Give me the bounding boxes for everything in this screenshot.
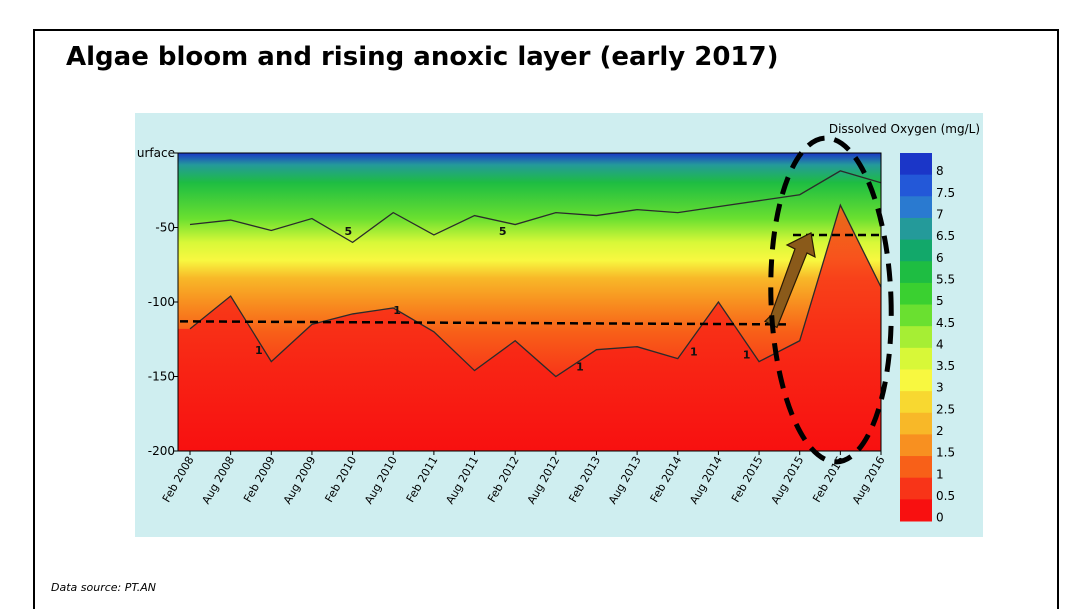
slide-title: Algae bloom and rising anoxic layer (ear… bbox=[66, 42, 779, 72]
contour-line-5 bbox=[189, 170, 881, 244]
x-tick-label: Aug 2010 bbox=[362, 454, 400, 506]
x-tick-label: Feb 2010 bbox=[322, 454, 359, 505]
x-tick-label: Feb 2008 bbox=[160, 454, 197, 505]
contour-label: 5 bbox=[344, 225, 352, 238]
colorbar-swatch bbox=[900, 196, 932, 219]
colorbar-swatch bbox=[900, 369, 932, 392]
rising-arrow bbox=[763, 232, 816, 329]
y-tick-label: -150 bbox=[148, 370, 175, 384]
colorbar-swatch bbox=[900, 412, 932, 435]
colorbar-swatch bbox=[900, 326, 932, 349]
y-tick-label: -50 bbox=[155, 221, 175, 235]
colorbar-tick-label: 0.5 bbox=[936, 489, 955, 503]
colorbar-tick-label: 4.5 bbox=[936, 316, 955, 330]
colorbar-tick-label: 6 bbox=[936, 251, 944, 265]
colorbar-tick-label: 7 bbox=[936, 208, 944, 222]
colorbar-tick-label: 6.5 bbox=[936, 229, 955, 243]
colorbar-swatch bbox=[900, 347, 932, 370]
colorbar-tick-label: 1 bbox=[936, 467, 944, 481]
annotations bbox=[179, 135, 894, 465]
colorbar-swatch bbox=[900, 391, 932, 414]
y-tick-label: urface bbox=[137, 146, 175, 160]
colorbar-tick-label: 3.5 bbox=[936, 359, 955, 373]
contour-label: 1 bbox=[255, 344, 263, 357]
anoxic-zone bbox=[178, 205, 881, 451]
colorbar-tick-label: 0 bbox=[936, 511, 944, 525]
x-tick-label: Feb 2015 bbox=[729, 454, 766, 505]
contour-line-1 bbox=[189, 203, 881, 378]
colorbar-swatch bbox=[900, 477, 932, 500]
colorbar-swatch bbox=[900, 499, 932, 522]
colorbar-tick-label: 1.5 bbox=[936, 446, 955, 460]
data-source-note: Data source: PT.AN bbox=[51, 581, 157, 594]
colorbar-swatch bbox=[900, 239, 932, 262]
colorbar-tick-label: 5.5 bbox=[936, 272, 955, 286]
y-tick-label: -100 bbox=[148, 295, 175, 309]
contour-label: 1 bbox=[690, 346, 698, 359]
contour-label: 5 bbox=[499, 225, 507, 238]
colorbar-tick-label: 2 bbox=[936, 424, 944, 438]
colorbar-tick-label: 2.5 bbox=[936, 402, 955, 416]
highlight-ellipse bbox=[768, 135, 894, 465]
colorbar-swatch bbox=[900, 174, 932, 197]
x-tick-label: Aug 2012 bbox=[525, 454, 563, 506]
colorbar-tick-label: 3 bbox=[936, 381, 944, 395]
contour-label: 1 bbox=[393, 304, 401, 317]
x-tick-label: Aug 2009 bbox=[281, 454, 319, 506]
colorbar-swatch bbox=[900, 434, 932, 457]
x-tick-label: Aug 2011 bbox=[443, 454, 481, 506]
contour-label: 1 bbox=[576, 361, 584, 374]
x-tick-label: Aug 2014 bbox=[687, 454, 725, 506]
contour-label: 1 bbox=[743, 349, 751, 362]
x-tick-label: Aug 2016 bbox=[850, 454, 888, 506]
colorbar-swatch bbox=[900, 304, 932, 327]
x-tick-label: Feb 2011 bbox=[404, 454, 441, 505]
colorbar-tick-label: 5 bbox=[936, 294, 944, 308]
colorbar-swatch bbox=[900, 261, 932, 284]
colorbar-swatch bbox=[900, 217, 932, 241]
y-tick-label: -200 bbox=[148, 444, 175, 458]
colorbar-swatch bbox=[900, 456, 932, 479]
colorbar-swatch bbox=[900, 153, 932, 176]
colorbar-tick-label: 8 bbox=[936, 164, 944, 178]
x-tick-label: Feb 2012 bbox=[485, 454, 522, 505]
x-tick-label: Feb 2013 bbox=[566, 454, 603, 505]
x-tick-label: Aug 2015 bbox=[769, 454, 807, 506]
colorbar-tick-label: 7.5 bbox=[936, 186, 955, 200]
colorbar: 8 7.5 7 6.5 6 5.5 5 4.5 4 3.5 3 2.5 2 1.5 1 0.5 0 Dissolv… bbox=[829, 122, 980, 525]
colorbar-title: Dissolved Oxygen (mg/L) bbox=[829, 122, 980, 136]
old-anoxic-level-line bbox=[179, 320, 789, 326]
x-tick-label: Feb 2014 bbox=[648, 454, 685, 505]
colorbar-tick-label: 4 bbox=[936, 337, 944, 351]
x-tick-label: Aug 2013 bbox=[606, 454, 644, 506]
colorbar-swatch bbox=[900, 282, 932, 306]
x-tick-label: Feb 2009 bbox=[241, 454, 278, 505]
x-tick-label: Aug 2008 bbox=[199, 454, 237, 506]
